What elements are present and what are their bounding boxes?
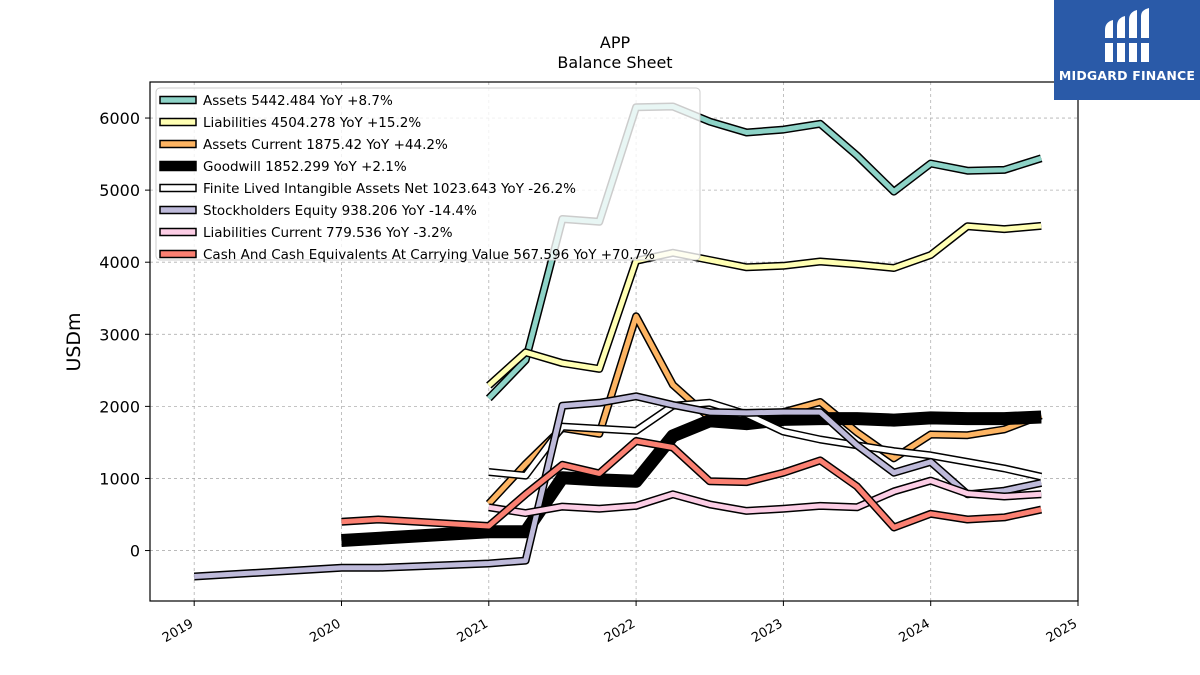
series-line (193, 392, 1043, 581)
legend-label: Stockholders Equity 938.206 YoY -14.4% (203, 203, 477, 219)
legend: Assets 5442.484 YoY +8.7% Liabilities 450… (155, 87, 701, 263)
series-line (488, 398, 1043, 481)
chart-title: APP (600, 33, 631, 52)
plot-frame (149, 81, 1079, 602)
legend-label: Cash And Cash Equivalents At Carrying Va… (203, 247, 655, 263)
series-line (488, 476, 1042, 518)
midgard-finance-logo: MIDGARD FINANCE (1054, 0, 1200, 100)
series-line-fill (488, 478, 1042, 516)
legend-swatch (159, 227, 197, 237)
x-tick-label: 2021 (455, 616, 491, 646)
x-axis: 2019 2020 2021 2022 2023 2024 2025 (160, 601, 1080, 646)
series-line (341, 437, 1043, 532)
series-line-fill (488, 400, 1042, 480)
logo-text: MIDGARD FINANCE (1058, 68, 1196, 83)
y-axis: 0 1000 2000 3000 4000 5000 6000 (99, 109, 150, 561)
series-line (341, 410, 1042, 547)
x-tick-label: 2023 (749, 616, 785, 646)
y-tick-label: 5000 (99, 181, 140, 200)
legend-swatch (159, 160, 197, 172)
legend-label: Assets 5442.484 YoY +8.7% (203, 93, 393, 109)
x-tick-label: 2019 (160, 616, 196, 646)
legend-swatch (159, 139, 197, 149)
legend-label: Liabilities Current 779.536 YoY -3.2% (203, 225, 453, 241)
y-tick-label: 1000 (99, 469, 140, 488)
legend-swatch (159, 249, 197, 259)
legend-label: Assets Current 1875.42 YoY +44.2% (203, 137, 448, 153)
series-line-fill (341, 412, 1042, 546)
series-line-fill (341, 438, 1042, 530)
x-tick-label: 2025 (1044, 616, 1080, 646)
x-tick-label: 2024 (897, 616, 933, 646)
series-line-fill (194, 393, 1042, 579)
series-lines (193, 102, 1043, 581)
y-axis-label: USDm (63, 312, 85, 371)
series-line-fill (487, 223, 1042, 388)
y-tick-label: 6000 (99, 109, 140, 128)
x-tick-label: 2022 (602, 616, 638, 646)
y-tick-label: 2000 (99, 397, 140, 416)
y-tick-label: 4000 (99, 253, 140, 272)
y-tick-label: 0 (130, 542, 140, 561)
legend-swatch (159, 205, 197, 215)
series-line (486, 221, 1042, 389)
logo-mark-icon (1054, 8, 1200, 70)
legend-swatch (159, 117, 197, 127)
legend-label: Finite Lived Intangible Assets Net 1023.… (203, 181, 576, 197)
chart-subtitle: Balance Sheet (557, 53, 672, 72)
legend-label: Liabilities 4504.278 YoY +15.2% (203, 115, 421, 131)
legend-swatch (159, 183, 197, 193)
x-tick-label: 2020 (307, 616, 343, 646)
y-tick-label: 3000 (99, 325, 140, 344)
legend-box (155, 87, 701, 261)
legend-swatch (159, 95, 197, 105)
legend-label: Goodwill 1852.299 YoY +2.1% (203, 159, 407, 175)
